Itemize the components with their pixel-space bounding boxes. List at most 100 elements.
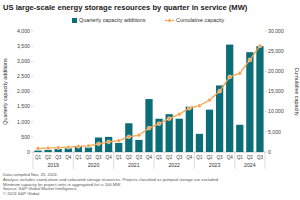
bar [176, 119, 183, 152]
bar [105, 137, 112, 152]
bar [216, 85, 223, 152]
x-group-label: 2022 [168, 162, 180, 168]
line-marker [117, 139, 121, 143]
y2-tick-label: 5,000 [268, 129, 281, 135]
group-separator [33, 152, 34, 169]
x-tick-label: Q3 [217, 155, 224, 160]
x-tick-label: Q3 [176, 155, 183, 160]
y-tick-label: 3,000 [17, 58, 30, 64]
line-marker [46, 146, 50, 150]
y2-tick-label: 10,000 [268, 108, 284, 114]
bar [115, 143, 122, 152]
x-tick-label: Q3 [136, 155, 143, 160]
x-tick-label: Q1 [196, 155, 203, 160]
x-tick-label: Q4 [106, 155, 113, 160]
y-tick-label: 3,500 [17, 43, 30, 49]
y-axis-title: Quarterly capacity additions [2, 58, 8, 125]
line-marker [147, 126, 151, 130]
x-group-label: 2021 [128, 162, 140, 168]
y2-tick-label: 30,000 [268, 28, 284, 34]
y2-tick [265, 31, 267, 32]
x-tick-label: Q4 [186, 155, 193, 160]
x-group-label: 2020 [88, 162, 100, 168]
legend-label: Quarterly capacity additions [79, 17, 146, 23]
x-tick-label: Q1 [156, 155, 163, 160]
x-tick-label: Q3 [95, 155, 102, 160]
line-marker [36, 146, 40, 150]
x-group-label: 2023 [209, 162, 221, 168]
line-marker [167, 117, 171, 121]
x-tick-label: Q4 [65, 155, 72, 160]
x-tick-label: Q1 [75, 155, 82, 160]
y-tick-label: 2,500 [17, 73, 30, 79]
y2-axis-title: Cumulative capacity [294, 67, 300, 116]
y2-tick [265, 71, 267, 72]
line-marker [187, 106, 191, 110]
y-tick [31, 121, 33, 122]
line-marker [157, 122, 161, 126]
y2-tick-label: 20,000 [268, 68, 284, 74]
x-tick-label: Q1 [116, 155, 123, 160]
bar [236, 125, 243, 152]
y2-tick-label: 25,000 [268, 48, 284, 54]
y2-tick-label: 0 [268, 149, 271, 155]
y-tick-label: 500 [21, 134, 30, 140]
y-tick [31, 152, 33, 153]
legend-marker [168, 19, 172, 23]
line-marker [76, 144, 80, 148]
bar [155, 119, 162, 152]
y-tick [31, 76, 33, 77]
bar [246, 52, 253, 152]
legend: Quarterly capacity additions Cumulative c… [72, 17, 225, 23]
line-marker [218, 89, 222, 93]
footnote: © 2024 S&P Global. [3, 191, 40, 196]
y2-tick [265, 131, 267, 132]
legend-label: Cumulative capacity [176, 17, 225, 23]
y2-tick [265, 51, 267, 52]
y-tick-label: 1,000 [17, 119, 30, 125]
bar [226, 45, 233, 152]
y2-tick [265, 91, 267, 92]
line-marker [248, 58, 252, 62]
group-separator [194, 152, 195, 169]
x-tick-label: Q2 [166, 155, 173, 160]
y-tick [31, 91, 33, 92]
x-group-label: 2024 [244, 162, 256, 168]
line-marker [56, 146, 60, 150]
chart: US large-scale energy storage resources … [0, 0, 300, 200]
x-tick-label: Q4 [227, 155, 234, 160]
x-tick-label: Q4 [146, 155, 153, 160]
group-separator [73, 152, 74, 169]
footnotes: Data compiled Nov. 25, 2024.Analysis inc… [3, 172, 219, 196]
x-tick-label: Q2 [126, 155, 133, 160]
line-marker [107, 140, 111, 144]
bar [135, 140, 142, 152]
x-tick-label: Q2 [247, 155, 254, 160]
line-marker [87, 144, 91, 148]
y2-tick-label: 15,000 [268, 88, 284, 94]
bar [145, 99, 152, 152]
x-tick-label: Q2 [45, 155, 52, 160]
y-tick-label: 4,000 [17, 28, 30, 34]
title: US large-scale energy storage resources … [3, 3, 248, 12]
y-tick-label: 2,000 [17, 88, 30, 94]
x-group-label: 2019 [47, 162, 59, 168]
bar [196, 134, 203, 152]
line-marker [66, 145, 70, 149]
legend-swatch [72, 18, 77, 23]
y-tick [31, 136, 33, 137]
bar [256, 46, 263, 152]
y-tick [31, 61, 33, 62]
line-marker [208, 98, 212, 102]
bar [34, 150, 41, 152]
bar [186, 107, 193, 152]
bar [85, 147, 92, 152]
y-tick-label: 0 [27, 149, 30, 155]
line-marker [258, 44, 262, 48]
line-marker [177, 112, 181, 116]
group-separator [154, 152, 155, 169]
x-tick-label: Q3 [257, 155, 264, 160]
line [38, 46, 260, 149]
group-separator [265, 152, 266, 169]
line-marker [238, 71, 242, 75]
